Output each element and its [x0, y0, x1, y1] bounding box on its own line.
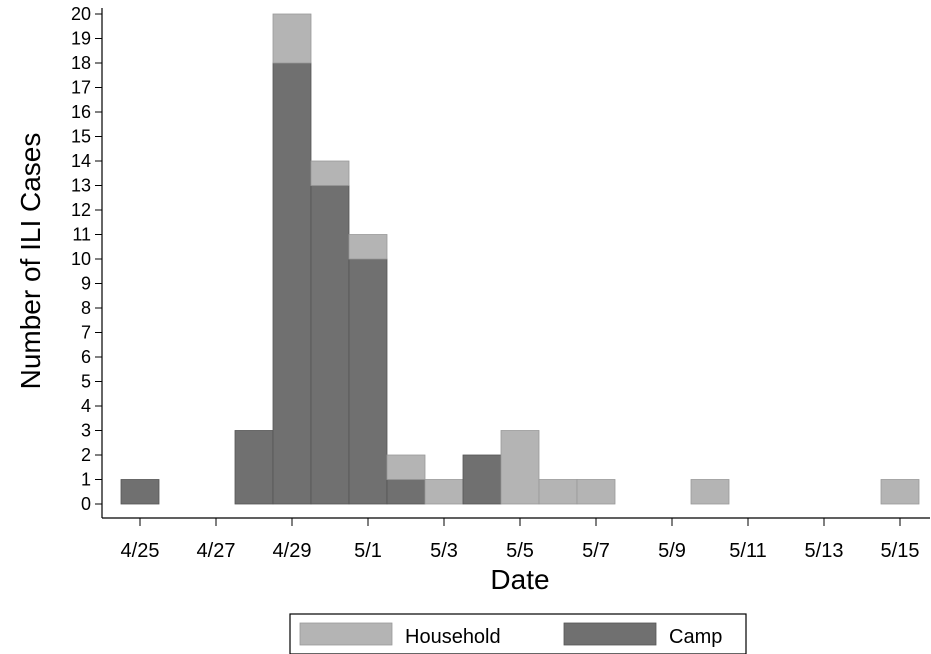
y-tick-label: 17	[71, 78, 91, 98]
legend-swatch-household	[299, 622, 393, 646]
bar-household-5-3	[424, 479, 464, 505]
bar-household-5-10	[690, 479, 730, 505]
y-tick-label: 4	[81, 396, 91, 416]
x-axis-title: Date	[490, 564, 549, 595]
y-tick-label: 19	[71, 29, 91, 49]
legend-label-camp: Camp	[669, 626, 722, 648]
x-tick-label: 4/27	[197, 540, 236, 562]
bar-camp-4-30	[310, 185, 350, 505]
bars-layer	[120, 13, 920, 505]
x-tick-label: 5/9	[658, 540, 686, 562]
y-tick-label: 20	[71, 4, 91, 24]
x-tick-label: 5/11	[729, 540, 766, 562]
legend-label-household: Household	[405, 626, 501, 648]
bar-camp-5-2	[386, 479, 426, 505]
y-tick-label: 9	[81, 274, 91, 294]
bar-household-5-6	[538, 479, 578, 505]
y-tick-label: 5	[81, 372, 91, 392]
bar-camp-4-25	[120, 479, 160, 505]
x-tick-label: 5/3	[430, 540, 458, 562]
y-tick-label: 1	[81, 470, 91, 490]
y-tick-label: 8	[81, 298, 91, 318]
axes-layer	[101, 8, 930, 519]
x-ticks: 4/25 4/27 4/29 5/1 5/3 5/5 5/7 5/9 5/11 5/13 5/15	[121, 518, 920, 562]
x-tick-label: 4/25	[121, 540, 160, 562]
bar-household-5-7	[576, 479, 616, 505]
y-tick-label: 12	[71, 200, 91, 220]
bar-camp-4-28	[234, 430, 274, 505]
y-tick-label: 13	[71, 176, 91, 196]
bar-household-5-2	[386, 454, 426, 480]
x-tick-label: 5/13	[805, 540, 844, 562]
bar-camp-4-29	[272, 62, 312, 505]
bar-household-5-15	[880, 479, 920, 505]
bar-camp-5-1	[348, 258, 388, 505]
y-tick-label: 18	[71, 53, 91, 73]
bar-household-5-5	[500, 430, 540, 505]
y-axis-title: Number of ILI Cases	[15, 133, 46, 390]
bar-household-4-30	[310, 160, 350, 186]
legend-swatch-camp	[563, 622, 657, 646]
legend: Household Camp	[289, 613, 747, 654]
x-tick-label: 5/7	[582, 540, 610, 562]
x-tick-label: 5/15	[881, 540, 920, 562]
x-tick-label: 5/1	[354, 540, 382, 562]
y-tick-label: 6	[81, 347, 91, 367]
y-tick-label: 16	[71, 102, 91, 122]
y-tick-label: 15	[71, 127, 91, 147]
y-tick-label: 3	[81, 421, 91, 441]
y-tick-label: 14	[71, 151, 91, 171]
y-tick-label: 0	[81, 494, 91, 514]
bar-household-4-29	[272, 13, 312, 64]
y-tick-label: 2	[81, 445, 91, 465]
bar-camp-5-4	[462, 454, 502, 505]
y-tick-label: 10	[71, 249, 91, 269]
x-tick-label: 4/29	[273, 540, 312, 562]
y-tick-label: 7	[81, 323, 91, 343]
bar-household-5-1	[348, 234, 388, 260]
x-tick-label: 5/5	[506, 540, 534, 562]
y-tick-label: 11	[72, 225, 91, 245]
